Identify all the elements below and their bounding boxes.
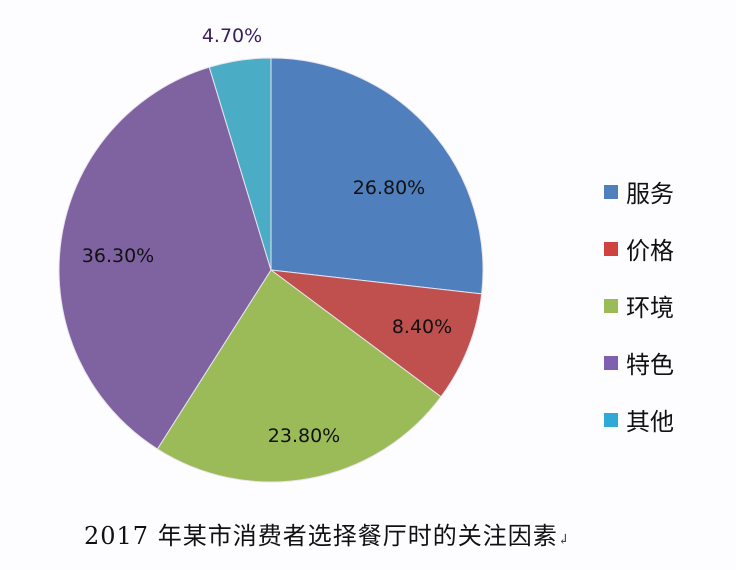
slice-label-service: 26.80%: [352, 177, 426, 199]
slice-label-feature: 36.30%: [81, 245, 155, 267]
slice-label-environment: 23.80%: [267, 425, 341, 447]
pie-slice-price: [269, 269, 483, 398]
legend-swatch: [604, 355, 618, 370]
legend-item-other: 其他: [604, 391, 674, 448]
legend-label: 服务: [626, 180, 674, 208]
pie-slice-feature: [58, 66, 272, 450]
legend-item-service: 服务: [604, 163, 674, 220]
legend-item-price: 价格: [604, 220, 674, 277]
pie-chart: [58, 57, 484, 483]
caption-text: 2017 年某市消费者选择餐厅时的关注因素: [84, 522, 558, 550]
legend-label: 价格: [626, 237, 674, 265]
legend-item-feature: 特色: [604, 334, 674, 391]
legend-label: 其他: [626, 408, 674, 436]
slice-label-other: 4.70%: [201, 25, 263, 47]
slice-label-price: 8.40%: [391, 316, 453, 338]
pie-slice-service: [270, 57, 484, 295]
legend-swatch: [604, 298, 618, 313]
legend-item-environment: 环境: [604, 277, 674, 334]
legend-label: 特色: [626, 351, 674, 379]
legend-swatch: [604, 241, 618, 256]
legend-label: 环境: [626, 294, 674, 322]
pie-slice-environment: [156, 269, 442, 483]
legend-swatch: [604, 184, 618, 199]
legend-swatch: [604, 412, 618, 427]
chart-caption: 2017 年某市消费者选择餐厅时的关注因素↲: [84, 516, 570, 551]
paragraph-mark-icon: ↲: [557, 532, 571, 548]
pie-slice-other: [208, 57, 272, 271]
legend: 服务 价格 环境 特色 其他: [604, 163, 674, 448]
